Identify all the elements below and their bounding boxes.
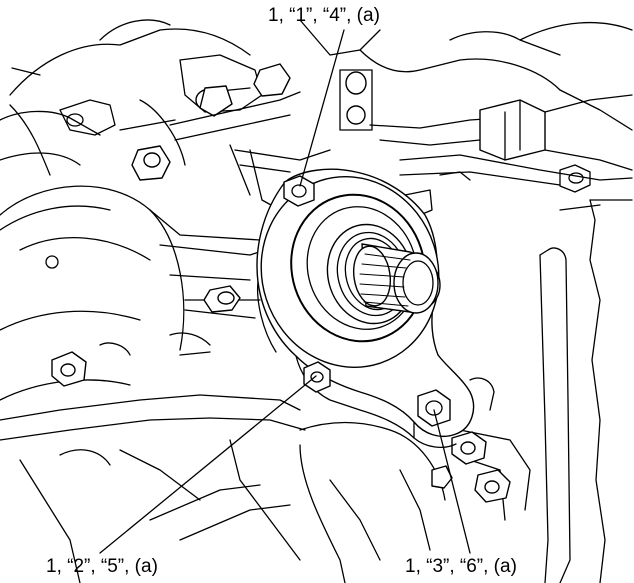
bearing-bracket: [256, 168, 475, 449]
lower-crossmember: [0, 394, 531, 583]
left-bolts: [51, 285, 241, 387]
engine-block-outline: [0, 19, 633, 176]
bracket-bolt-right: [417, 389, 451, 427]
upper-bolts: [131, 63, 373, 181]
transmission-housing: [399, 94, 633, 583]
callout-label-bottom-right: 1, “3”, “6”, (a): [405, 556, 517, 577]
callout-label-bottom-left: 1, “2”, “5”, (a): [46, 556, 158, 577]
bracket-bolt-left: [303, 361, 331, 393]
leader-line-bottom-right: [433, 409, 471, 554]
leader-line-bottom-left: [99, 375, 317, 554]
shaft-splines: [359, 253, 411, 307]
callout-label-top: 1, “1”, “4”, (a): [268, 5, 380, 26]
bracket-bolt-top: [283, 175, 315, 207]
leader-line-top: [299, 29, 345, 187]
left-housing: [0, 185, 291, 401]
leader-lines: [99, 29, 471, 554]
lower-right-bolts: [431, 377, 511, 503]
